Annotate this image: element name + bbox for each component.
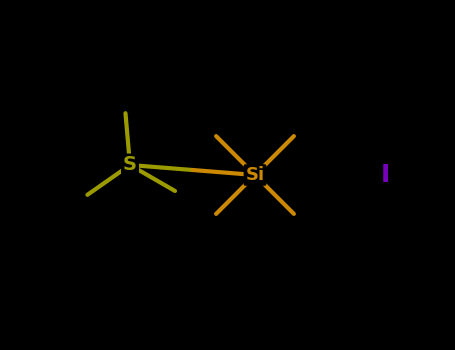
Text: Si: Si [245,166,264,184]
Text: S: S [123,155,137,175]
Text: I: I [380,163,389,187]
